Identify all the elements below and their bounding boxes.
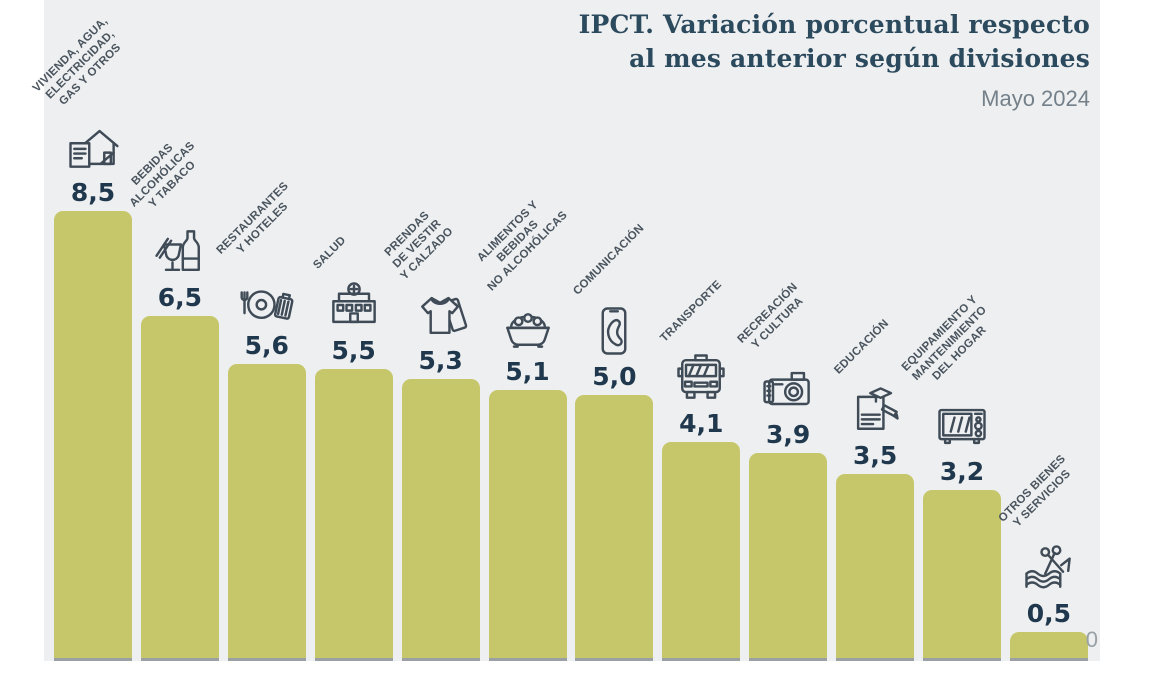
category-label: VIVIENDA, AGUA, ELECTRICIDAD, GAS Y OTROS <box>31 15 131 115</box>
category-label-line: TRANSPORTE <box>658 278 725 345</box>
category-label: EQUIPAMIENTO Y MANTENIMIENTO DEL HOGAR <box>900 293 1001 394</box>
bar <box>836 474 915 661</box>
bar-value: 5,3 <box>418 346 463 375</box>
scissors-fabric-icon <box>1019 538 1079 598</box>
bar-group: 5,6 RESTAURANTES Y HOTELES <box>214 181 306 661</box>
bar <box>227 364 306 661</box>
bar-value: 5,1 <box>505 357 550 386</box>
clothing-icon <box>411 285 471 345</box>
bar-value: 3,5 <box>852 441 898 470</box>
category-label-line: COMUNICACIÓN <box>571 222 647 298</box>
category-label: ALIMENTOS Y BEBIDAS NO ALCOHÓLICAS <box>465 189 570 294</box>
bar-value: 5,0 <box>592 362 637 391</box>
bar-group: 8,5 VIVIENDA, AGUA, ELECTRICIDAD, GAS Y OTR… <box>31 15 132 661</box>
bar-value: 3,9 <box>766 420 811 449</box>
bar <box>488 390 567 661</box>
bar-group: 3,5 EDUCACIÓN <box>832 318 915 661</box>
bar <box>1009 632 1088 661</box>
bar-value: 0,5 <box>1026 599 1072 628</box>
phone-icon <box>584 301 644 361</box>
restaurant-hotel-icon <box>237 270 297 330</box>
bar-group: 5,3 PRENDAS DE VESTIR Y CALZADO <box>382 209 480 661</box>
chart-title-block: IPCT. Variación porcentual respecto al m… <box>579 8 1090 112</box>
bar <box>140 316 219 661</box>
chart-canvas: IPCT. Variación porcentual respecto al m… <box>31 0 1100 661</box>
bar-value: 6,5 <box>157 283 203 312</box>
chart-subtitle: Mayo 2024 <box>981 86 1090 111</box>
bar <box>575 395 654 661</box>
bar-group: 5,5 SALUD <box>311 235 393 661</box>
bar-value: 4,1 <box>679 409 724 438</box>
bar-group: 3,2 EQUIPAMIENTO Y MANTENIMIENTO DEL HOGAR <box>900 293 1001 661</box>
drinks-tobacco-icon <box>150 222 210 282</box>
bar-value: 3,2 <box>939 457 985 486</box>
category-label: SALUD <box>311 235 349 273</box>
bar <box>923 490 1001 661</box>
camera-icon <box>758 359 818 419</box>
category-label: TRANSPORTE <box>659 279 726 346</box>
category-label: EDUCACIÓN <box>832 318 892 378</box>
bar-group: 0,5 OTROS BIENES Y SERVICIOS <box>996 453 1088 661</box>
bar <box>54 211 132 661</box>
bar-group: 5,1 ALIMENTOS Y BEBIDAS NO ALCOHÓLICAS <box>475 198 569 661</box>
bar-value: 5,6 <box>244 331 289 360</box>
bar-group: 4,1 TRANSPORTE <box>659 279 741 661</box>
category-label: RECREACIÓN Y CULTURA <box>736 281 812 357</box>
axis-zero-label: 0 <box>1085 627 1098 652</box>
house-documents-icon <box>63 117 123 177</box>
microwave-icon <box>932 396 992 456</box>
food-basket-icon <box>498 296 558 356</box>
bar <box>749 453 828 661</box>
category-label-line: SALUD <box>310 234 349 272</box>
chart-title-line2: al mes anterior según divisiones <box>629 44 1090 73</box>
hospital-icon <box>324 275 384 335</box>
bar-group: 5,0 COMUNICACIÓN <box>572 222 654 661</box>
bar-group: 6,5 BEBIDAS ALCOHÓLICAS Y TABACO <box>127 139 219 661</box>
category-label: COMUNICACIÓN <box>572 222 649 299</box>
chart-area: 8,5 VIVIENDA, AGUA, ELECTRICIDAD, GAS Y OTR… <box>31 0 1100 661</box>
bar-value: 5,5 <box>331 336 376 365</box>
bar <box>662 442 741 661</box>
bar-group: 3,9 RECREACIÓN Y CULTURA <box>736 281 828 661</box>
category-label: RESTAURANTES Y HOTELES <box>214 181 301 268</box>
bar <box>401 379 480 661</box>
bus-icon <box>671 348 731 408</box>
category-label: OTROS BIENES Y SERVICIOS <box>996 453 1079 536</box>
education-icon <box>845 380 905 440</box>
bar-value: 8,5 <box>70 178 116 207</box>
bar <box>314 369 393 661</box>
chart-title-line1: IPCT. Variación porcentual respecto <box>578 10 1090 39</box>
category-label-line: EDUCACIÓN <box>832 317 892 377</box>
